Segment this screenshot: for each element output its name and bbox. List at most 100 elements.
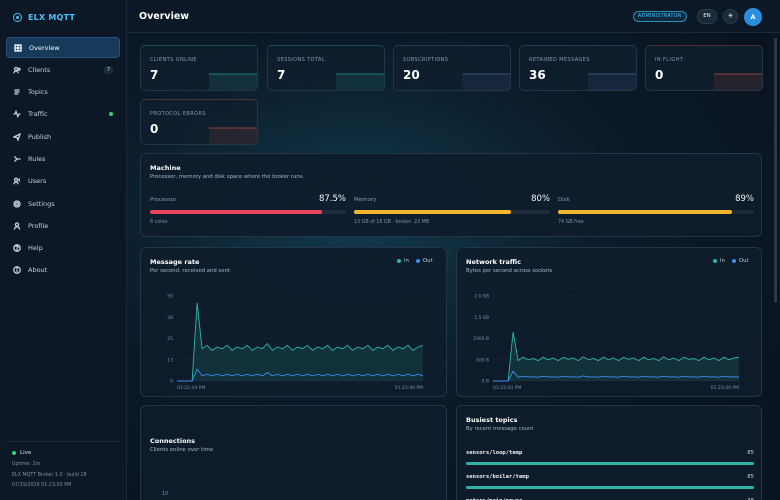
sidebar-item-help[interactable]: Help: [6, 238, 120, 259]
message-rate-subtitle: Per second, received and sent: [150, 268, 230, 274]
user-group-icon: [13, 177, 21, 185]
topic-row[interactable]: sensors/boiler/temp 85: [466, 474, 754, 496]
y-tick-label: 50: [167, 294, 173, 300]
avatar[interactable]: A: [744, 8, 762, 26]
sidebar-item-label: Topics: [28, 88, 48, 97]
topic-row[interactable]: sensors/loop/temp 85: [466, 450, 754, 472]
sidebar-item-label: Overview: [29, 43, 60, 52]
stat-card-protocol-errors: PROTOCOL ERRORS 0: [140, 99, 258, 145]
timestamp-text: 07/19/2026 01:23:03 PM: [12, 483, 72, 488]
topic-bar-track: [466, 486, 754, 489]
resource-label: Memory: [354, 197, 377, 203]
resource-progress-fill: [558, 210, 733, 214]
series-line-out: [493, 370, 740, 382]
app-logo[interactable]: ELX MQTT: [13, 13, 75, 22]
sidebar-item-clients[interactable]: Clients 7: [6, 59, 120, 80]
user-icon: [13, 222, 21, 230]
resource-processor: Processor 87.5% 8 cores: [150, 194, 346, 234]
sidebar: ELX MQTT Overview Clients 7 Topics Traffic Pu…: [0, 0, 127, 500]
sidebar-nav: Overview Clients 7 Topics Traffic Publish Rule…: [6, 37, 120, 282]
stat-value: 0: [655, 68, 664, 82]
topic-count: 85: [747, 450, 754, 456]
stat-card-in-flight: IN FLIGHT 0: [645, 45, 763, 91]
resource-detail: 13 GB of 16 GB · broker: 23 MB: [354, 220, 430, 225]
resource-progress-track: [558, 210, 754, 214]
y-tick-label: 0: [170, 379, 173, 385]
stat-sparkline: [209, 127, 257, 144]
stat-value: 7: [150, 68, 159, 82]
resource-value: 80%: [531, 194, 550, 204]
topic-row[interactable]: meters/main/power 38: [466, 498, 754, 500]
y-tick-label: 13: [167, 357, 173, 363]
clients-count-badge: 7: [103, 65, 113, 74]
connections-y-tick: 10: [162, 492, 169, 497]
sidebar-item-users[interactable]: Users: [6, 171, 120, 192]
sidebar-item-settings[interactable]: Settings: [6, 193, 120, 214]
x-tick-label: 01:22:44 PM: [177, 385, 205, 391]
message-rate-panel: Message rate Per second, received and se…: [140, 247, 447, 397]
main-content[interactable]: CLIENTS ONLINE 7 SESSIONS TOTAL 7 SUBSCRIPTI…: [127, 33, 780, 500]
resource-detail: 8 cores: [150, 220, 168, 225]
resource-memory: Memory 80% 13 GB of 16 GB · broker: 23 MB: [354, 194, 550, 234]
sidebar-item-overview[interactable]: Overview: [6, 37, 120, 58]
sidebar-item-publish[interactable]: Publish: [6, 126, 120, 147]
stat-label: SUBSCRIPTIONS: [403, 57, 449, 63]
y-tick-label: 500 B: [476, 357, 489, 363]
resource-progress-fill: [354, 210, 511, 214]
live-status: Live: [12, 450, 114, 456]
list-icon: [13, 88, 21, 96]
stat-card-retained-messages: RETAINED MESSAGES 36: [519, 45, 637, 91]
resource-label: Processor: [150, 197, 177, 203]
uptime-text: Uptime: 2m: [12, 462, 41, 467]
sidebar-item-topics[interactable]: Topics: [6, 82, 120, 103]
y-tick-label: 38: [167, 315, 173, 321]
sidebar-item-rules[interactable]: Rules: [6, 148, 120, 169]
resource-label: Disk: [558, 197, 570, 203]
y-tick-label: 1000 B: [473, 336, 489, 342]
series-line-out: [177, 368, 424, 382]
topic-count: 85: [747, 474, 754, 480]
language-button[interactable]: EN: [697, 9, 717, 24]
stat-value: 0: [150, 122, 159, 136]
sidebar-item-traffic[interactable]: Traffic: [6, 104, 120, 125]
sidebar-item-label: Help: [28, 244, 43, 253]
sidebar-item-profile[interactable]: Profile: [6, 215, 120, 236]
sidebar-item-label: Clients: [28, 65, 51, 74]
network-traffic-legend: In Out: [713, 258, 749, 264]
network-traffic-subtitle: Bytes per second across sockets: [466, 268, 553, 274]
theme-toggle-button[interactable]: ☀: [723, 9, 738, 24]
message-rate-chart: 50 38 25 13 0 01:22:44 PM 01:23:49 PM: [167, 294, 424, 391]
stat-sparkline: [462, 73, 510, 90]
machine-panel: Machine Processor, memory and disk space…: [140, 153, 762, 237]
logo-icon: [13, 13, 22, 22]
topic-bar-fill: [466, 486, 754, 489]
busiest-topics-title: Busiest topics: [466, 416, 518, 424]
sun-icon: ☀: [727, 12, 734, 20]
in-legend-dot-icon: [397, 259, 401, 263]
stat-label: IN FLIGHT: [655, 57, 684, 63]
legend-out-label: Out: [422, 258, 433, 264]
page-title: Overview: [139, 11, 190, 22]
series-area-in: [177, 302, 423, 381]
topic-count: 38: [747, 498, 754, 500]
x-tick-label: 01:22:44 PM: [493, 385, 521, 391]
sidebar-item-label: Rules: [28, 154, 46, 163]
topic-name: sensors/loop/temp: [466, 450, 523, 456]
help-icon: [13, 244, 21, 253]
resource-detail: 74 GB free: [558, 220, 584, 225]
series-area-in: [493, 332, 739, 381]
stat-sparkline: [588, 73, 636, 90]
grid-icon: [14, 43, 22, 52]
sidebar-item-about[interactable]: About: [6, 260, 120, 281]
stat-sparkline: [336, 73, 384, 90]
series-line-in: [177, 302, 424, 382]
connections-subtitle: Clients online over time: [150, 447, 214, 453]
out-legend-dot-icon: [731, 259, 736, 263]
stat-sparkline: [714, 73, 762, 90]
series-line-in: [493, 332, 740, 382]
stat-value: 36: [529, 68, 546, 82]
stat-value: 7: [277, 68, 286, 82]
y-tick-label: 25: [167, 336, 173, 342]
network-traffic-panel: Network traffic Bytes per second across …: [456, 247, 762, 397]
scrollbar[interactable]: [774, 38, 777, 303]
